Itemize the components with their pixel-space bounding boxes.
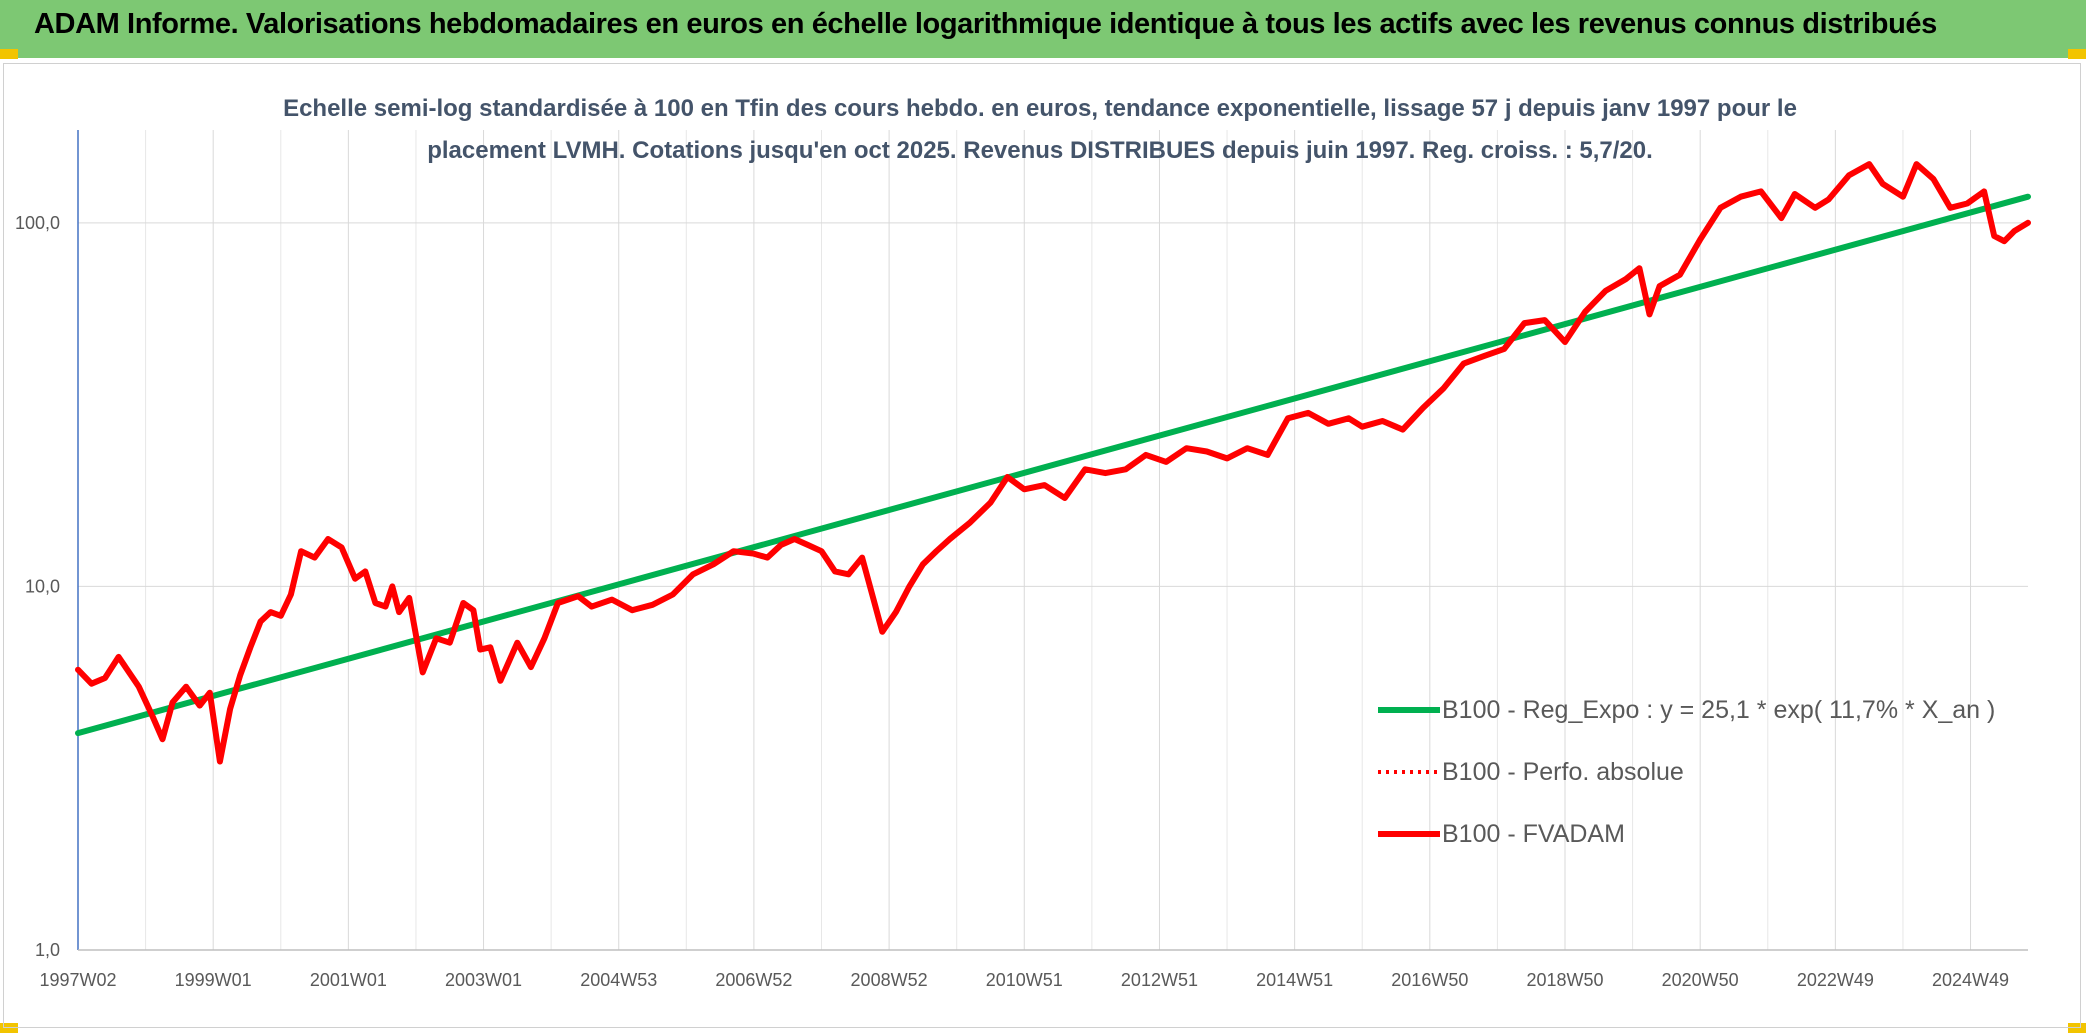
x-tick-label: 2006W52 — [715, 970, 792, 990]
legend-label: B100 - Reg_Expo : y = 25,1 * exp( 11,7% … — [1442, 696, 1995, 724]
chart-frame — [3, 63, 2081, 1028]
legend-label: B100 - Perfo. absolue — [1442, 758, 1684, 786]
title-banner: ADAM Informe. Valorisations hebdomadaire… — [0, 0, 2086, 58]
x-tick-label: 2018W50 — [1526, 970, 1603, 990]
chart-subtitle-line-1: Echelle semi-log standardisée à 100 en T… — [283, 95, 1797, 122]
y-tick-labels: 1,0 10,0 100,0 — [15, 213, 60, 960]
corner-marker-bottom-left — [0, 1023, 18, 1033]
x-tick-label: 1999W01 — [175, 970, 252, 990]
gridlines — [78, 130, 2028, 950]
x-tick-label: 2001W01 — [310, 970, 387, 990]
x-tick-label: 2016W50 — [1391, 970, 1468, 990]
corner-marker-bottom-right — [2068, 1023, 2086, 1033]
x-tick-label: 1997W02 — [39, 970, 116, 990]
x-tick-label: 2014W51 — [1256, 970, 1333, 990]
x-tick-label: 2012W51 — [1121, 970, 1198, 990]
series-layer — [75, 161, 2031, 765]
x-tick-label: 2022W49 — [1797, 970, 1874, 990]
corner-marker-right — [2068, 49, 2086, 59]
chart-subtitle-line-2: placement LVMH. Cotations jusqu'en oct 2… — [427, 137, 1653, 164]
y-tick-label: 10,0 — [25, 576, 60, 596]
y-tick-label: 100,0 — [15, 213, 60, 233]
x-tick-labels: 1997W02 1999W01 2001W01 2003W01 2004W53 2006W… — [39, 970, 2009, 990]
y-tick-label: 1,0 — [35, 940, 60, 960]
x-tick-label: 2010W51 — [986, 970, 1063, 990]
corner-marker-left — [0, 49, 18, 59]
x-tick-label: 2008W52 — [851, 970, 928, 990]
x-tick-label: 2003W01 — [445, 970, 522, 990]
legend-label: B100 - FVADAM — [1442, 820, 1625, 848]
chart-legend: B100 - Reg_Expo : y = 25,1 * exp( 11,7% … — [1378, 696, 1995, 848]
x-tick-label: 2024W49 — [1932, 970, 2009, 990]
x-tick-label: 2020W50 — [1662, 970, 1739, 990]
report-title: ADAM Informe. Valorisations hebdomadaire… — [34, 8, 1937, 40]
series-line-1 — [75, 193, 2031, 737]
x-tick-label: 2004W53 — [580, 970, 657, 990]
series-line-3 — [75, 161, 2031, 765]
